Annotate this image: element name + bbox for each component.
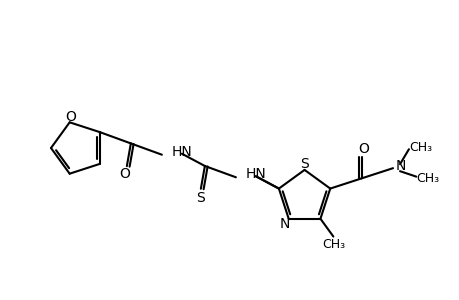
Text: CH₃: CH₃: [321, 238, 344, 251]
Text: HN: HN: [172, 145, 192, 159]
Text: CH₃: CH₃: [409, 141, 431, 154]
Text: O: O: [119, 167, 130, 181]
Text: N: N: [395, 159, 405, 173]
Text: S: S: [300, 157, 308, 171]
Text: S: S: [196, 191, 205, 205]
Text: HN: HN: [246, 167, 266, 181]
Text: O: O: [358, 142, 368, 156]
Text: CH₃: CH₃: [416, 172, 439, 185]
Text: O: O: [65, 110, 76, 124]
Text: N: N: [279, 217, 289, 231]
